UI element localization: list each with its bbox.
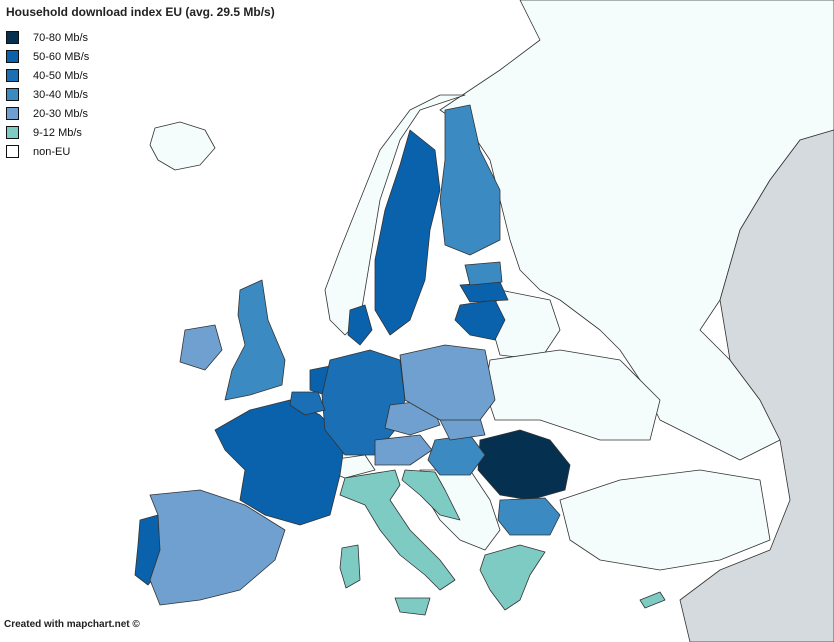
country-greece[interactable] bbox=[479, 544, 546, 611]
country-norway[interactable] bbox=[324, 94, 466, 336]
country-croatia[interactable] bbox=[401, 469, 461, 521]
legend-item: 50-60 MB/s bbox=[6, 47, 89, 66]
country-sweden[interactable] bbox=[374, 129, 441, 336]
country-denmark[interactable] bbox=[347, 304, 373, 346]
country-sicily[interactable] bbox=[394, 597, 431, 616]
legend-label: 70-80 Mb/s bbox=[33, 31, 89, 44]
legend-label: 20-30 Mb/s bbox=[33, 107, 89, 120]
country-ukraine[interactable] bbox=[484, 349, 661, 441]
country-cyprus[interactable] bbox=[639, 591, 666, 609]
legend-item: 9-12 Mb/s bbox=[6, 123, 89, 142]
legend-swatch bbox=[6, 145, 19, 158]
legend-item: 40-50 Mb/s bbox=[6, 66, 89, 85]
country-iceland[interactable] bbox=[149, 121, 216, 171]
country-turkey[interactable] bbox=[559, 469, 771, 571]
country-spain[interactable] bbox=[149, 489, 286, 606]
legend-item: 20-30 Mb/s bbox=[6, 104, 89, 123]
legend-label: 40-50 Mb/s bbox=[33, 69, 89, 82]
legend-swatch bbox=[6, 69, 19, 82]
legend-label: 30-40 Mb/s bbox=[33, 88, 89, 101]
country-italy[interactable] bbox=[339, 469, 456, 591]
legend-label: non-EU bbox=[33, 145, 71, 158]
legend-swatch bbox=[6, 50, 19, 63]
country-poland[interactable] bbox=[399, 344, 496, 421]
legend-item: 70-80 Mb/s bbox=[6, 28, 89, 47]
legend-item: 30-40 Mb/s bbox=[6, 85, 89, 104]
legend-swatch bbox=[6, 31, 19, 44]
legend: 70-80 Mb/s 50-60 MB/s 40-50 Mb/s 30-40 M… bbox=[6, 28, 89, 161]
country-romania[interactable] bbox=[477, 429, 571, 501]
country-belgium[interactable] bbox=[289, 391, 326, 416]
map-title: Household download index EU (avg. 29.5 M… bbox=[6, 5, 275, 19]
credit-text: Created with mapchart.net © bbox=[4, 619, 140, 630]
country-sardinia[interactable] bbox=[339, 544, 361, 589]
country-united-kingdom[interactable] bbox=[224, 279, 286, 401]
country-ireland[interactable] bbox=[179, 324, 223, 371]
legend-swatch bbox=[6, 126, 19, 139]
legend-label: 9-12 Mb/s bbox=[33, 126, 82, 139]
country-bulgaria[interactable] bbox=[497, 497, 561, 536]
country-austria[interactable] bbox=[374, 434, 433, 466]
country-finland[interactable] bbox=[439, 104, 501, 256]
legend-item: non-EU bbox=[6, 142, 89, 161]
country-estonia[interactable] bbox=[464, 261, 503, 286]
legend-swatch bbox=[6, 88, 19, 101]
country-france[interactable] bbox=[214, 399, 346, 526]
region-outside-east bbox=[679, 129, 834, 642]
legend-label: 50-60 MB/s bbox=[33, 50, 90, 63]
legend-swatch bbox=[6, 107, 19, 120]
